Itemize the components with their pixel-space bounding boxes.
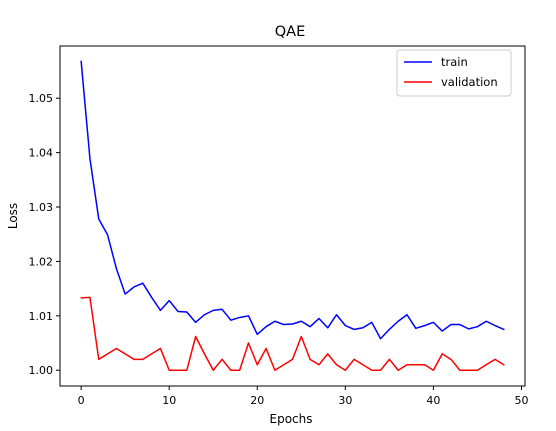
y-tick-label: 1.01 xyxy=(29,310,54,323)
y-tick-label: 1.02 xyxy=(29,255,54,268)
x-tick-label: 30 xyxy=(338,394,352,407)
y-tick-label: 1.05 xyxy=(29,92,54,105)
y-tick-label: 1.00 xyxy=(29,364,54,377)
x-axis-ticks: 0 10 20 30 40 50 xyxy=(78,386,528,407)
y-tick-label: 1.03 xyxy=(29,201,54,214)
series-line-train xyxy=(80,60,505,340)
x-axis-label: Epochs xyxy=(270,412,313,426)
legend-label-train: train xyxy=(441,55,468,69)
series-line-validation xyxy=(80,296,505,371)
x-tick-label: 50 xyxy=(514,394,528,407)
x-tick-label: 10 xyxy=(162,394,176,407)
legend-entries: train validation xyxy=(404,55,498,89)
y-axis-label: Loss xyxy=(6,203,20,229)
chart-title: QAE xyxy=(275,24,306,40)
series-layer xyxy=(80,60,505,371)
x-tick-label: 0 xyxy=(78,394,85,407)
y-axis-ticks: 1.00 1.01 1.02 1.03 1.04 1.05 xyxy=(29,92,60,377)
axes-frame xyxy=(59,45,526,387)
legend-label-validation: validation xyxy=(441,75,498,89)
plot-area: 0 10 20 30 40 50 1.00 1.01 1.02 1.03 1.04 1.05 xyxy=(29,45,528,407)
x-tick-label: 40 xyxy=(426,394,440,407)
y-tick-label: 1.04 xyxy=(29,147,54,160)
x-tick-label: 20 xyxy=(250,394,264,407)
legend: train validation xyxy=(396,49,512,97)
